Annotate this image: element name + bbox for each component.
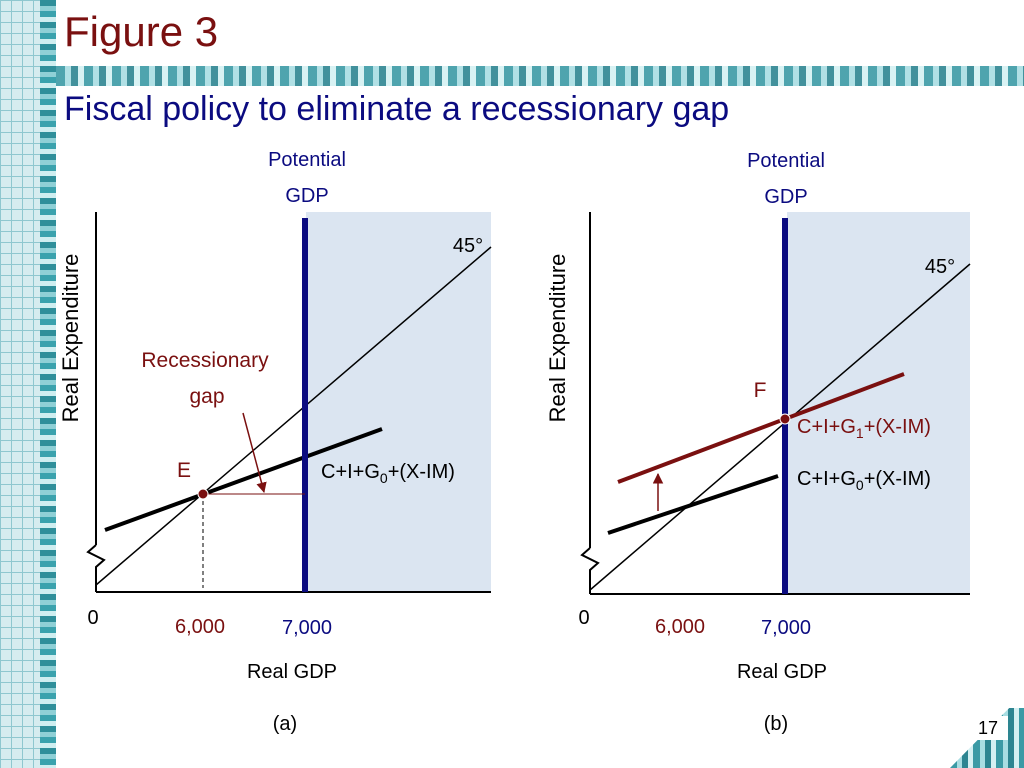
panel-a-aggregate-demand-line-g0 bbox=[104, 427, 383, 532]
panel-b-shaded-region bbox=[787, 212, 970, 594]
panel-b-45-degree-label: 45° bbox=[925, 256, 955, 278]
panel-b-aggregate-demand-line-g1 bbox=[617, 372, 905, 484]
decorative-texture bbox=[40, 0, 56, 768]
panel-a-potential-label-line2: GDP bbox=[285, 185, 328, 207]
panel-a-x-tick-7000: 7,000 bbox=[282, 617, 332, 639]
panel-b-series-label-g1: C+I+G1+(X-IM) bbox=[797, 416, 931, 441]
page-number: 17 bbox=[968, 716, 1008, 740]
panel-a-y-axis-break bbox=[86, 544, 106, 592]
panel-b-equilibrium-point bbox=[779, 413, 791, 425]
panel-b-y-axis-label: Real Expenditure bbox=[545, 254, 570, 423]
panel-a-annotation-line2: gap bbox=[189, 385, 224, 408]
panel-a-series-label-g0: C+I+G0+(X-IM) bbox=[321, 461, 455, 486]
panel-b-x-tick-7000: 7,000 bbox=[761, 617, 811, 639]
panel-a-panel-label: (a) bbox=[273, 713, 297, 735]
panel-a-annotation-line1: Recessionary bbox=[141, 349, 269, 372]
panel-a-45-degree-line bbox=[95, 246, 492, 586]
panel-a-y-axis-label: Real Expenditure bbox=[58, 254, 83, 423]
panel-b-potential-label-line1: Potential bbox=[747, 150, 825, 172]
panel-b-x-tick-6000: 6,000 bbox=[655, 616, 705, 638]
panel-b-equilibrium-label: F bbox=[754, 379, 767, 402]
panel-a-gap-arrow bbox=[242, 412, 267, 494]
panel-a-shaded-region bbox=[306, 212, 491, 592]
slide-subtitle: Fiscal policy to eliminate a recessionar… bbox=[64, 90, 730, 128]
panel-a: Potential GDP Real Expenditure 45° Reces… bbox=[58, 149, 492, 735]
panel-b-aggregate-demand-line-g0 bbox=[607, 474, 779, 535]
panel-a-potential-label-line1: Potential bbox=[268, 149, 346, 171]
figure-title: Figure 3 bbox=[64, 8, 219, 55]
panel-b-45-degree-line bbox=[589, 263, 971, 591]
panel-a-x-tick-6000: 6,000 bbox=[175, 616, 225, 638]
panel-b-x-axis-label: Real GDP bbox=[737, 661, 827, 683]
panel-b-origin-label: 0 bbox=[578, 607, 589, 629]
panel-b-series-label-g0: C+I+G0+(X-IM) bbox=[797, 468, 931, 493]
panel-a-equilibrium-point bbox=[197, 488, 209, 500]
panel-b-y-axis-break bbox=[580, 547, 600, 594]
panel-b-potential-label-line2: GDP bbox=[764, 186, 807, 208]
decorative-top-band bbox=[56, 66, 1024, 86]
panel-b: Potential GDP Real Expenditure 45° F C+I… bbox=[545, 150, 971, 735]
panel-a-x-axis-label: Real GDP bbox=[247, 661, 337, 683]
decorative-left-strip bbox=[0, 0, 56, 768]
panel-a-equilibrium-label: E bbox=[177, 459, 191, 482]
panel-b-panel-label: (b) bbox=[764, 713, 788, 735]
panel-a-45-degree-label: 45° bbox=[453, 235, 483, 257]
panel-a-origin-label: 0 bbox=[87, 607, 98, 629]
